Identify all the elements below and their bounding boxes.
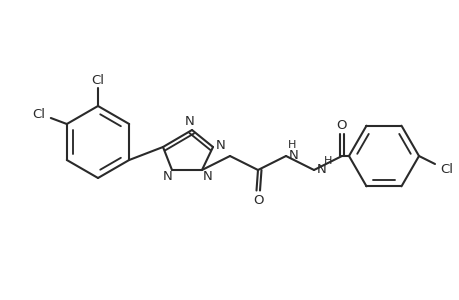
- Text: H: H: [287, 140, 296, 150]
- Text: N: N: [216, 139, 225, 152]
- Text: Cl: Cl: [91, 74, 104, 86]
- Text: N: N: [185, 115, 195, 128]
- Text: O: O: [253, 194, 263, 208]
- Text: O: O: [336, 118, 347, 131]
- Text: H: H: [323, 156, 332, 166]
- Text: Cl: Cl: [440, 163, 453, 176]
- Text: N: N: [203, 170, 213, 184]
- Text: N: N: [163, 170, 173, 184]
- Text: N: N: [316, 163, 326, 176]
- Text: Cl: Cl: [32, 107, 45, 121]
- Text: N: N: [288, 148, 298, 161]
